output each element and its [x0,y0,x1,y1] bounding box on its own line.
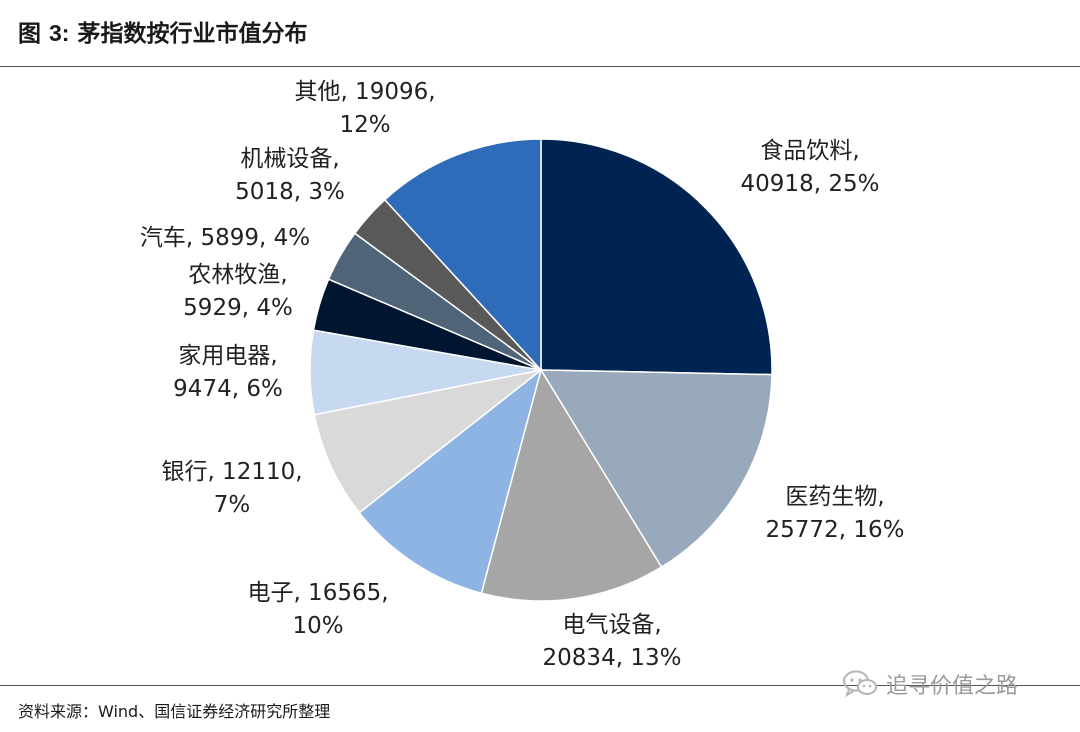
slice-label: 其他, 19096, 12% [294,79,435,138]
slice-label: 电气设备, 20834, 13% [543,612,682,671]
pie-slices [309,138,773,602]
slice-label-line: 10% [292,613,343,639]
slice-label-line: 其他, 19096, [294,79,435,105]
slice-label-line: 电子, 16565, [247,580,388,606]
pie-slice [313,369,542,514]
slice-label-line: 12% [339,112,390,138]
slice-label: 农林牧渔, 5929, 4% [183,262,293,321]
figure-number: 3: [49,20,70,46]
slice-label-line: 医药生物, [785,484,884,510]
slice-label: 汽车, 5899, 4% [140,225,310,251]
wechat-icon [843,670,877,698]
slice-label-line: 7% [214,492,251,518]
pie-slice [383,138,542,372]
slice-label-line: 40918, 25% [741,171,880,197]
slice-label-line: 5018, 3% [235,179,345,205]
slice-label: 医药生物, 25772, 16% [766,484,905,543]
slice-label-line: 机械设备, [240,146,339,172]
slice-label-line: 电气设备, [562,612,661,638]
slice-label: 电子, 16565, 10% [247,580,388,639]
slice-label: 食品饮料, 40918, 25% [741,138,880,197]
watermark: 追寻价值之路 [842,668,1018,700]
footer-divider [0,685,1080,686]
slice-label-line: 20834, 13% [543,645,682,671]
slice-label-line: 银行, 12110, [161,459,302,485]
title-bar: 图 3: 茅指数按行业市值分布 [0,0,1080,67]
figure-prefix: 图 [18,21,41,47]
figure-title: 图 3: 茅指数按行业市值分布 [18,14,307,48]
slice-label-line: 汽车, 5899, 4% [140,225,310,251]
slice-label-line: 食品饮料, [760,138,859,164]
slice-label: 机械设备, 5018, 3% [235,146,345,205]
pie-slice [480,368,663,602]
slice-label-line: 5929, 4% [183,295,293,321]
source-note: 资料来源：Wind、国信证券经济研究所整理 [18,702,331,721]
slice-label: 家用电器, 9474, 6% [173,343,283,402]
pie-slice [540,138,773,376]
slice-label-line: 25772, 16% [766,517,905,543]
slice-label-line: 农林牧渔, [188,262,287,288]
pie-slice [539,369,773,569]
slice-label: 银行, 12110, 7% [161,459,302,518]
pie-labels: 食品饮料, 40918, 25% 医药生物, 25772, 16% 电气设备, 20834… [140,79,905,671]
slice-label-line: 家用电器, [178,343,277,369]
slice-label-line: 9474, 6% [173,376,283,402]
pie-slice [358,368,543,595]
figure-title-text: 茅指数按行业市值分布 [77,21,308,47]
watermark-text: 追寻价值之路 [886,674,1019,699]
